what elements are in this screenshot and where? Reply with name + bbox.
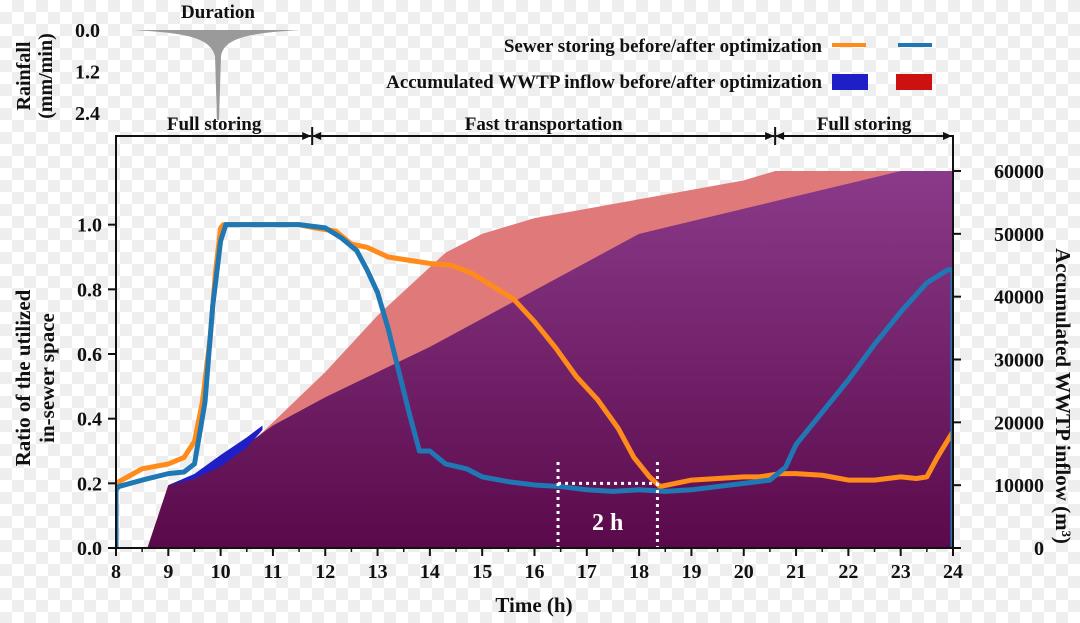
y-left-label-line1: Ratio of the utilized bbox=[11, 289, 35, 466]
rainfall-ylabel-line1: Rainfall bbox=[13, 41, 35, 110]
y-right-tick-label: 30000 bbox=[994, 350, 1044, 372]
y-left-ticks: 0.0 0.2 0.4 0.6 0.8 1.0 bbox=[77, 215, 116, 560]
rainfall-hyetograph bbox=[132, 30, 301, 120]
legend-inflow-after-swatch bbox=[896, 74, 932, 90]
y-left-tick-label: 1.0 bbox=[77, 215, 102, 237]
x-tick-label: 21 bbox=[786, 561, 806, 583]
x-axis-ticks: 8 9 10 11 12 13 14 15 16 17 18 19 20 21 22 23 24 bbox=[111, 548, 963, 583]
x-tick-label: 11 bbox=[263, 561, 282, 583]
phase-label: Fast transportation bbox=[465, 114, 623, 135]
rainfall-tick-labels: 0.0 1.2 2.4 bbox=[75, 20, 100, 125]
inflow-before-area bbox=[147, 171, 953, 548]
legend: Sewer storing before/after optimization … bbox=[386, 36, 932, 93]
x-tick-label: 13 bbox=[368, 561, 388, 583]
rainfall-duration-label: Duration bbox=[181, 2, 255, 23]
x-tick-label: 23 bbox=[891, 561, 911, 583]
rainfall-tick-label: 1.2 bbox=[75, 62, 100, 84]
plot-area: 2 h 8 9 10 11 12 13 14 15 16 17 18 19 20 21 22 23 24 0.0… bbox=[11, 135, 1075, 617]
rainfall-tick-label: 2.4 bbox=[75, 103, 100, 125]
x-tick-label: 12 bbox=[315, 561, 335, 583]
x-tick-label: 17 bbox=[577, 561, 597, 583]
rainfall-ylabel-line2: (mm/min) bbox=[35, 33, 57, 119]
x-tick-label: 18 bbox=[629, 561, 649, 583]
x-tick-label: 9 bbox=[163, 561, 173, 583]
x-tick-label: 24 bbox=[943, 561, 963, 583]
rainfall-panel: Rainfall (mm/min) 0.0 1.2 2.4 Duration bbox=[13, 2, 301, 125]
x-tick-label: 15 bbox=[472, 561, 492, 583]
phase-bar: Full storing Fast transportation Full stor… bbox=[117, 114, 952, 145]
x-tick-label: 22 bbox=[838, 561, 858, 583]
two-hour-annotation: 2 h bbox=[556, 462, 659, 548]
x-tick-label: 16 bbox=[525, 561, 545, 583]
y-right-tick-label: 60000 bbox=[994, 161, 1044, 183]
y-right-label: Accumulated WWTP inflow (m³) bbox=[1051, 248, 1075, 544]
rainfall-tick-label: 0.0 bbox=[75, 20, 100, 42]
phase-label: Full storing bbox=[167, 114, 262, 135]
legend-sewer-label: Sewer storing before/after optimization bbox=[504, 36, 823, 57]
y-left-tick-label: 0.2 bbox=[77, 473, 102, 495]
phase-label: Full storing bbox=[817, 114, 912, 135]
x-tick-label: 8 bbox=[111, 561, 121, 583]
annotation-label: 2 h bbox=[592, 510, 623, 536]
y-right-tick-label: 40000 bbox=[994, 287, 1044, 309]
legend-inflow-label: Accumulated WWTP inflow before/after opt… bbox=[386, 72, 822, 93]
legend-inflow-before-swatch bbox=[832, 74, 868, 90]
y-left-tick-label: 0.0 bbox=[77, 538, 102, 560]
sewer-after-line bbox=[116, 222, 953, 548]
x-tick-label: 19 bbox=[681, 561, 701, 583]
y-right-ticks: 0 10000 20000 30000 40000 50000 60000 bbox=[953, 161, 1044, 560]
x-tick-label: 10 bbox=[211, 561, 231, 583]
x-axis-label: Time (h) bbox=[495, 593, 572, 617]
y-right-tick-label: 50000 bbox=[994, 224, 1044, 246]
x-tick-label: 20 bbox=[734, 561, 754, 583]
y-right-tick-label: 10000 bbox=[994, 475, 1044, 497]
y-right-tick-label: 0 bbox=[1034, 538, 1044, 560]
y-left-tick-label: 0.8 bbox=[77, 279, 102, 301]
y-right-tick-label: 20000 bbox=[994, 412, 1044, 434]
y-left-tick-label: 0.6 bbox=[77, 344, 102, 366]
y-left-tick-label: 0.4 bbox=[77, 409, 102, 431]
x-tick-label: 14 bbox=[420, 561, 440, 583]
inflow-before-early-band bbox=[147, 425, 263, 548]
y-left-label-line2: in-sewer space bbox=[35, 313, 59, 443]
